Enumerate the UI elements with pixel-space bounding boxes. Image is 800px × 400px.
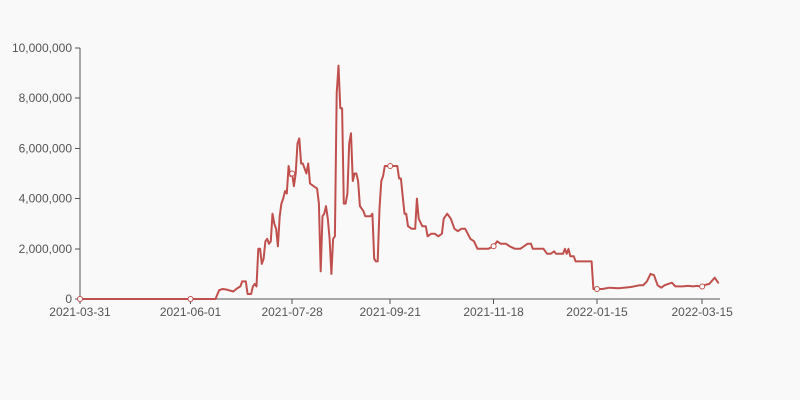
plot-area xyxy=(77,64,720,302)
x-tick-label: 2021-03-31 xyxy=(49,305,111,319)
x-tick-label: 2021-07-28 xyxy=(261,305,323,319)
series-line xyxy=(79,64,720,300)
data-point-marker xyxy=(187,296,194,302)
data-point-marker xyxy=(490,243,497,250)
y-tick-label: 8,000,000 xyxy=(19,91,73,105)
data-point-marker xyxy=(289,170,296,177)
y-tick-label: 4,000,000 xyxy=(19,192,73,206)
y-tick-label: 2,000,000 xyxy=(19,242,73,256)
data-point-marker xyxy=(77,296,83,302)
x-tick-label: 2022-03-15 xyxy=(671,305,733,319)
x-axis: 2021-03-31 2021-06-01 2021-07-28 2021-09-21… xyxy=(49,298,733,319)
data-point-marker xyxy=(593,285,600,292)
data-point-marker xyxy=(699,283,706,290)
x-tick-label: 2022-01-15 xyxy=(566,305,628,319)
x-tick-label: 2021-06-01 xyxy=(160,305,222,319)
y-tick-label: 6,000,000 xyxy=(19,141,73,155)
y-axis: 0 2,000,000 4,000,000 6,000,000 8,000,000 10,… xyxy=(12,41,81,306)
y-tick-label: 10,000,000 xyxy=(12,41,72,55)
x-tick-label: 2021-11-18 xyxy=(463,305,524,319)
data-point-marker xyxy=(387,162,394,169)
y-tick-label: 0 xyxy=(65,292,72,306)
x-tick-label: 2021-09-21 xyxy=(359,305,421,319)
